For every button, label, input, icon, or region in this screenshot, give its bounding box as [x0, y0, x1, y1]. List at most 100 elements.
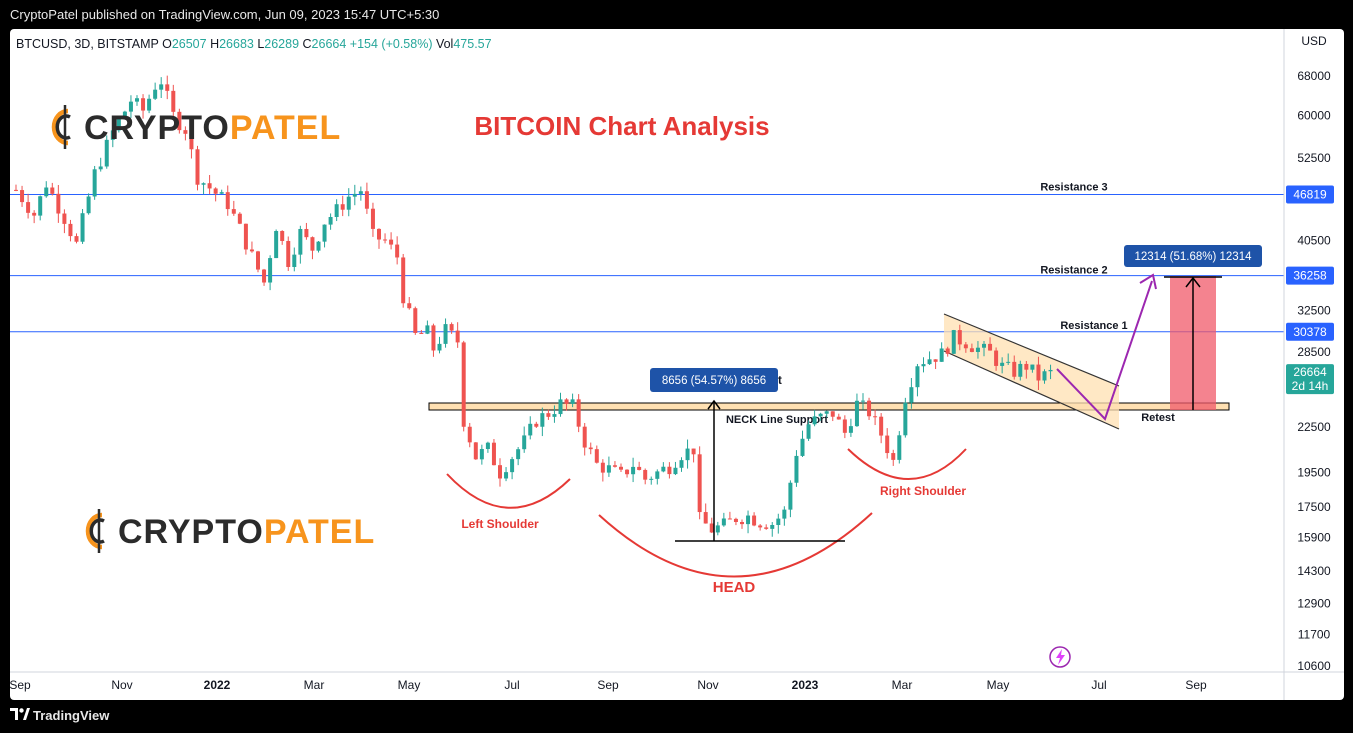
candle: [697, 446, 702, 520]
candle-body: [752, 515, 757, 526]
candle: [256, 250, 260, 273]
candle-body: [20, 190, 25, 203]
measure-1-suffix: t: [778, 375, 782, 387]
candle: [854, 393, 859, 427]
candle-body: [697, 454, 702, 513]
logo-text: CRYPTOPATEL: [118, 513, 375, 551]
candle: [141, 94, 146, 119]
chart-panel[interactable]: 46819 36258 30378 Resistance 3 Resistance 2 R…: [10, 29, 1344, 700]
candle-body: [479, 448, 484, 460]
candle-body: [691, 448, 696, 455]
candle: [1024, 360, 1029, 379]
tradingview-logo-icon[interactable]: [10, 708, 30, 722]
candle-body: [153, 89, 158, 99]
candle-body: [44, 187, 49, 197]
candle: [407, 297, 412, 310]
candle: [225, 185, 230, 216]
candle: [74, 233, 79, 244]
candle-body: [1006, 361, 1011, 363]
candle-body: [135, 98, 139, 102]
left-shoulder-label: Left Shoulder: [461, 517, 539, 531]
candle: [32, 210, 37, 224]
candle: [298, 225, 303, 264]
candle: [582, 422, 587, 456]
candle: [437, 336, 442, 354]
candle-body: [504, 472, 509, 479]
x-tick-label: Jul: [504, 678, 519, 692]
chart-title: BITCOIN Chart Analysis: [474, 111, 769, 141]
candle-body: [915, 366, 920, 388]
candle: [177, 108, 182, 134]
candle-body: [612, 465, 617, 467]
symbol-legend: BTCUSD, 3D, BITSTAMP O26507 H26683 L2628…: [16, 37, 492, 51]
candle-body: [703, 512, 708, 524]
candle-body: [631, 466, 636, 475]
candle-body: [606, 465, 611, 473]
candle: [328, 213, 333, 230]
candle: [988, 337, 993, 351]
candle-body: [298, 228, 303, 255]
candle-body: [516, 449, 521, 460]
candle-body: [558, 399, 563, 415]
candle-body: [528, 423, 533, 436]
y-tick-label: 22500: [1297, 420, 1331, 434]
candle: [249, 241, 254, 253]
candle-body: [1030, 364, 1035, 370]
candle: [679, 457, 684, 472]
candle-body: [268, 258, 273, 283]
candle: [316, 240, 321, 253]
candle-body: [286, 240, 291, 267]
candle-body: [122, 111, 127, 120]
head-label: HEAD: [713, 579, 756, 596]
candle-body: [824, 411, 829, 414]
candle-body: [564, 399, 569, 404]
candle: [401, 253, 406, 308]
legend-part: 26507: [172, 37, 210, 51]
legend-part: +154 (+0.58%): [350, 37, 436, 51]
candle: [915, 363, 920, 397]
candle-body: [637, 466, 642, 470]
candle: [637, 461, 642, 471]
candle: [322, 224, 327, 248]
tradingview-brand[interactable]: TradingView: [33, 708, 110, 723]
candle-body: [237, 213, 242, 224]
candle-body: [969, 348, 974, 352]
candle-body: [141, 98, 146, 111]
price-chart[interactable]: 46819 36258 30378 Resistance 3 Resistance 2 R…: [10, 29, 1344, 700]
candle: [449, 322, 454, 334]
level-price: 36258: [1293, 269, 1327, 283]
candle: [842, 415, 847, 439]
last-price: 26664: [1293, 365, 1327, 379]
candle-body: [534, 423, 539, 427]
candle: [861, 393, 865, 410]
candle: [848, 418, 853, 437]
candle: [806, 420, 811, 441]
candle-body: [546, 413, 551, 417]
candle: [286, 236, 291, 271]
candle: [600, 459, 605, 482]
candle: [619, 463, 623, 473]
candle-body: [104, 139, 109, 167]
candle: [262, 268, 267, 286]
candle: [237, 212, 242, 225]
candle: [1006, 353, 1011, 365]
candle: [752, 512, 757, 527]
candle: [933, 359, 938, 370]
candle-body: [897, 435, 902, 460]
candle-body: [455, 330, 460, 343]
logo-c-icon: [85, 512, 103, 550]
candle-body: [588, 447, 593, 450]
candle-body: [80, 213, 85, 242]
candle-body: [873, 416, 878, 418]
x-tick-label: Nov: [697, 678, 718, 692]
candle: [703, 503, 708, 524]
x-tick-label: Sep: [1185, 678, 1207, 692]
candle: [195, 145, 200, 191]
candle: [643, 468, 648, 485]
candle-body: [395, 244, 400, 258]
level-price-badge: [1286, 322, 1334, 341]
candle-body: [594, 449, 599, 463]
candle-body: [673, 467, 678, 475]
candle-body: [945, 348, 950, 354]
projection-path: [1056, 280, 1153, 421]
